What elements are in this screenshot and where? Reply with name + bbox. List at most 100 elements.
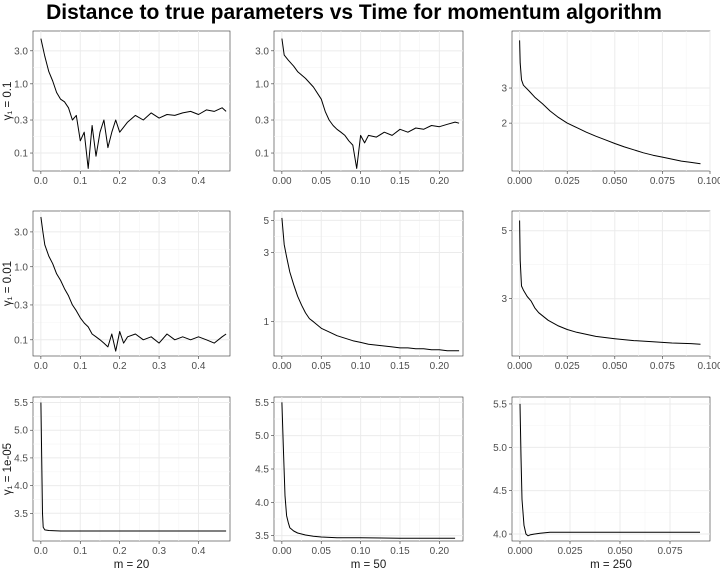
y-tick-label: 4.5 (255, 465, 269, 476)
x-tick-label: 0.050 (602, 361, 627, 372)
y-tick-label: 5 (263, 216, 269, 227)
x-tick-label: 0.00 (272, 361, 292, 372)
y-tick-label: 0.1 (14, 335, 28, 346)
column-strip-label: m = 50 (351, 559, 386, 571)
panel-background (32, 30, 231, 172)
y-tick-label: 3 (501, 294, 507, 305)
chart-title: Distance to true parameters vs Time for … (46, 1, 662, 24)
y-tick-label: 4.0 (493, 530, 507, 541)
series-line (519, 40, 701, 165)
x-tick-label: 0.05 (312, 361, 332, 372)
panel-r0-c2: 0.000 0.025 0.050 0.075 0.100 2 3 (501, 30, 720, 187)
y-tick-label: 0.3 (14, 116, 28, 127)
panel-r2-c1: 0.00 0.05 0.10 0.15 0.20 3.5 4.0 4.5 5.0 5.5 (255, 396, 464, 557)
y-tick-label: 2 (501, 119, 507, 130)
x-tick-label: 0.075 (650, 176, 675, 187)
row-strip-label: γ₁ = 0.01 (2, 261, 14, 306)
series-line (40, 216, 227, 352)
panel-r0-c0: 0.0 0.1 0.2 0.3 0.4 0.1 0.3 1.0 3.0 (14, 30, 231, 187)
series-line (519, 403, 700, 537)
x-tick-label: 0.000 (507, 361, 532, 372)
x-tick-label: 0.2 (113, 546, 127, 557)
y-tick-label: 5 (501, 226, 507, 237)
x-tick-label: 0.20 (430, 546, 450, 557)
panel-r1-c2: 0.000 0.025 0.050 0.075 0.100 3 5 (501, 210, 720, 372)
x-tick-label: 0.0 (34, 546, 48, 557)
y-tick-label: 0.1 (255, 149, 269, 160)
y-tick-label: 3.5 (255, 531, 269, 542)
x-tick-label: 0.4 (192, 546, 206, 557)
x-tick-label: 0.15 (390, 546, 410, 557)
series-line (281, 402, 456, 539)
y-tick-label: 0.3 (14, 300, 28, 311)
x-tick-label: 0.1 (73, 176, 87, 187)
y-tick-label: 0.3 (255, 116, 269, 127)
y-tick-label: 1.0 (255, 79, 269, 90)
x-tick-label: 0.15 (390, 361, 410, 372)
x-tick-label: 0.0 (34, 176, 48, 187)
row-strip-label: γ₁ = 1e-05 (2, 443, 14, 495)
row-strip-label: γ₁ = 0.1 (2, 82, 14, 121)
panel-r2-c2: 0.000 0.025 0.050 0.075 4.0 4.5 5.0 5.5 (493, 396, 711, 557)
panel-grid: 0.0 0.1 0.2 0.3 0.40.10.31.03.00.00 0.05 0.10 0… (14, 30, 720, 557)
x-tick-label: 0.050 (602, 176, 627, 187)
x-tick-label: 0.075 (657, 546, 682, 557)
x-tick-label: 0.0 (34, 361, 48, 372)
series-line (40, 38, 227, 169)
x-tick-label: 0.025 (555, 361, 580, 372)
x-tick-label: 0.4 (192, 176, 206, 187)
x-tick-label: 0.3 (152, 546, 166, 557)
column-strip-label: m = 20 (114, 559, 149, 571)
y-tick-label: 3.0 (14, 227, 28, 238)
y-tick-label: 3.0 (14, 46, 28, 57)
y-tick-label: 3.5 (14, 509, 28, 520)
y-tick-label: 5.0 (255, 431, 269, 442)
x-tick-label: 0.000 (507, 546, 532, 557)
x-tick-label: 0.025 (557, 546, 582, 557)
x-tick-label: 0.3 (152, 176, 166, 187)
x-tick-label: 0.100 (697, 176, 720, 187)
x-tick-label: 0.1 (73, 546, 87, 557)
y-tick-label: 1 (263, 317, 269, 328)
panel-background (511, 210, 711, 357)
x-tick-label: 0.000 (507, 176, 532, 187)
y-tick-label: 4.0 (14, 481, 28, 492)
y-tick-label: 5.5 (493, 399, 507, 410)
panel-background (32, 396, 231, 542)
panel-r0-c1: 0.00 0.05 0.10 0.15 0.20 0.1 0.3 1.0 3.0 (255, 30, 464, 187)
panel-background (32, 210, 231, 357)
x-tick-label: 0.15 (390, 176, 410, 187)
y-tick-label: 3 (263, 248, 269, 259)
x-tick-label: 0.075 (650, 361, 675, 372)
x-tick-label: 0.00 (272, 546, 292, 557)
x-tick-label: 0.1 (73, 361, 87, 372)
y-tick-label: 4.0 (255, 498, 269, 509)
y-tick-label: 5.0 (493, 443, 507, 454)
y-tick-label: 4.5 (493, 486, 507, 497)
panel-background (511, 30, 711, 172)
x-tick-label: 0.100 (697, 361, 720, 372)
x-tick-label: 0.4 (192, 361, 206, 372)
x-tick-label: 0.10 (351, 546, 371, 557)
x-tick-label: 0.2 (113, 361, 127, 372)
panel-background (273, 210, 464, 357)
panel-background (273, 30, 464, 172)
x-tick-label: 0.05 (312, 546, 332, 557)
x-tick-label: 0.10 (351, 361, 371, 372)
y-tick-label: 3.0 (255, 46, 269, 57)
x-tick-label: 0.20 (430, 361, 450, 372)
series-line (40, 402, 227, 532)
panel-r1-c0: 0.0 0.1 0.2 0.3 0.4 0.1 0.3 1.0 3.0 (14, 210, 231, 372)
x-tick-label: 0.025 (555, 176, 580, 187)
y-tick-label: 4.5 (14, 453, 28, 464)
facet-strip-labels: m = 20 m = 50 m = 250 γ₁ = 0.1 γ₁ = 0.01 γ₁ =… (2, 82, 632, 571)
x-tick-label: 0.3 (152, 361, 166, 372)
y-tick-label: 5.5 (255, 398, 269, 409)
series-line (281, 38, 460, 169)
x-tick-label: 0.050 (607, 546, 632, 557)
series-line (281, 217, 460, 352)
x-tick-label: 0.05 (312, 176, 332, 187)
x-tick-label: 0.2 (113, 176, 127, 187)
panel-r1-c1: 0.00 0.05 0.10 0.15 0.20 1 3 5 (263, 210, 464, 372)
